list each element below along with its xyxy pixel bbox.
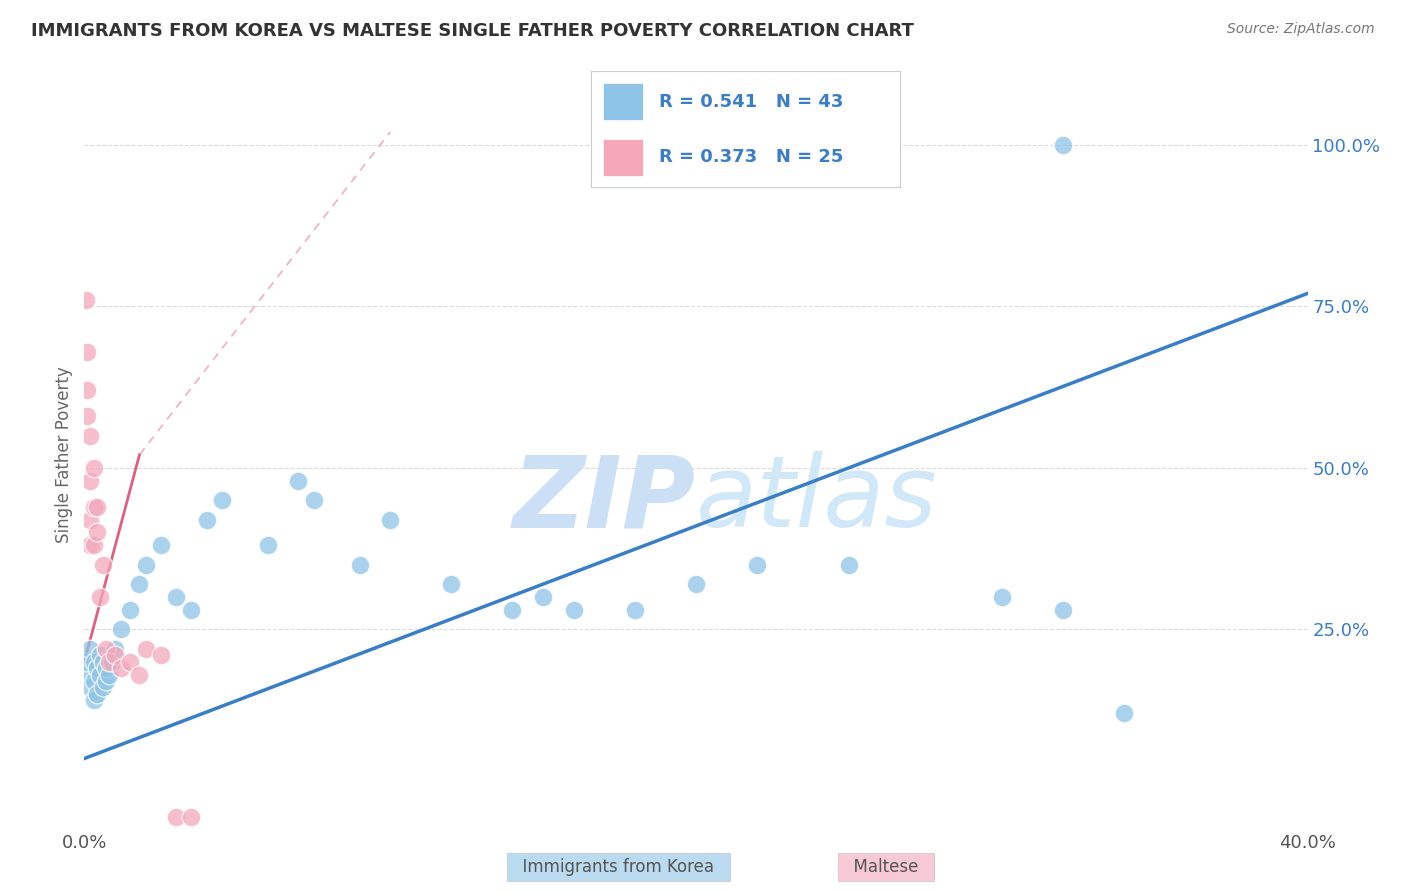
Point	[79, 428, 101, 442]
Point	[120, 603, 142, 617]
Point	[83, 538, 105, 552]
Point	[83, 655, 105, 669]
Point	[89, 590, 111, 604]
Y-axis label: Single Father Poverty: Single Father Poverty	[55, 367, 73, 543]
Point	[89, 648, 111, 662]
Point	[79, 474, 101, 488]
Point	[180, 603, 202, 617]
Point	[211, 493, 233, 508]
Point	[302, 493, 325, 508]
Point	[97, 667, 120, 681]
Text: Source: ZipAtlas.com: Source: ZipAtlas.com	[1227, 22, 1375, 37]
Point	[149, 538, 172, 552]
Point	[380, 512, 402, 526]
Point	[502, 603, 524, 617]
Point	[86, 500, 108, 514]
Point	[83, 673, 105, 688]
Point	[747, 558, 769, 572]
Point	[76, 344, 98, 359]
Point	[76, 409, 98, 424]
Point	[79, 681, 101, 695]
Text: Maltese: Maltese	[842, 858, 929, 876]
Point	[257, 538, 280, 552]
Point	[86, 687, 108, 701]
Point	[624, 603, 647, 617]
Point	[531, 590, 554, 604]
Point	[97, 655, 120, 669]
Point	[89, 667, 111, 681]
Point	[91, 681, 114, 695]
Point	[91, 558, 114, 572]
Point	[991, 590, 1014, 604]
Point	[135, 558, 157, 572]
Text: R = 0.373   N = 25: R = 0.373 N = 25	[658, 148, 844, 166]
Point	[94, 641, 117, 656]
Point	[287, 474, 309, 488]
Text: Immigrants from Korea: Immigrants from Korea	[512, 858, 725, 876]
Point	[79, 512, 101, 526]
Point	[86, 661, 108, 675]
Point	[104, 641, 127, 656]
Point	[94, 661, 117, 675]
Point	[562, 603, 585, 617]
Point	[349, 558, 371, 572]
Bar	[603, 83, 643, 120]
Point	[149, 648, 172, 662]
Point	[685, 577, 707, 591]
Point	[838, 558, 860, 572]
Point	[75, 293, 97, 307]
Point	[165, 810, 187, 824]
Point	[79, 538, 101, 552]
Point	[76, 667, 98, 681]
Point	[1052, 137, 1074, 152]
Point	[1052, 603, 1074, 617]
Point	[86, 525, 108, 540]
Point	[110, 623, 132, 637]
Bar	[603, 138, 643, 176]
Point	[79, 641, 101, 656]
Point	[128, 577, 150, 591]
Point	[120, 655, 142, 669]
Point	[76, 384, 98, 398]
Point	[83, 693, 105, 707]
Text: atlas: atlas	[696, 451, 938, 549]
Text: ZIP: ZIP	[513, 451, 696, 549]
Point	[101, 655, 124, 669]
Point	[1114, 706, 1136, 721]
Point	[110, 661, 132, 675]
Point	[135, 641, 157, 656]
Point	[128, 667, 150, 681]
Point	[180, 810, 202, 824]
Text: R = 0.541   N = 43: R = 0.541 N = 43	[658, 93, 844, 111]
Point	[440, 577, 463, 591]
Point	[195, 512, 218, 526]
Point	[83, 460, 105, 475]
Point	[94, 673, 117, 688]
Point	[76, 655, 98, 669]
Point	[91, 655, 114, 669]
Point	[83, 500, 105, 514]
Point	[165, 590, 187, 604]
Text: IMMIGRANTS FROM KOREA VS MALTESE SINGLE FATHER POVERTY CORRELATION CHART: IMMIGRANTS FROM KOREA VS MALTESE SINGLE …	[31, 22, 914, 40]
Point	[104, 648, 127, 662]
